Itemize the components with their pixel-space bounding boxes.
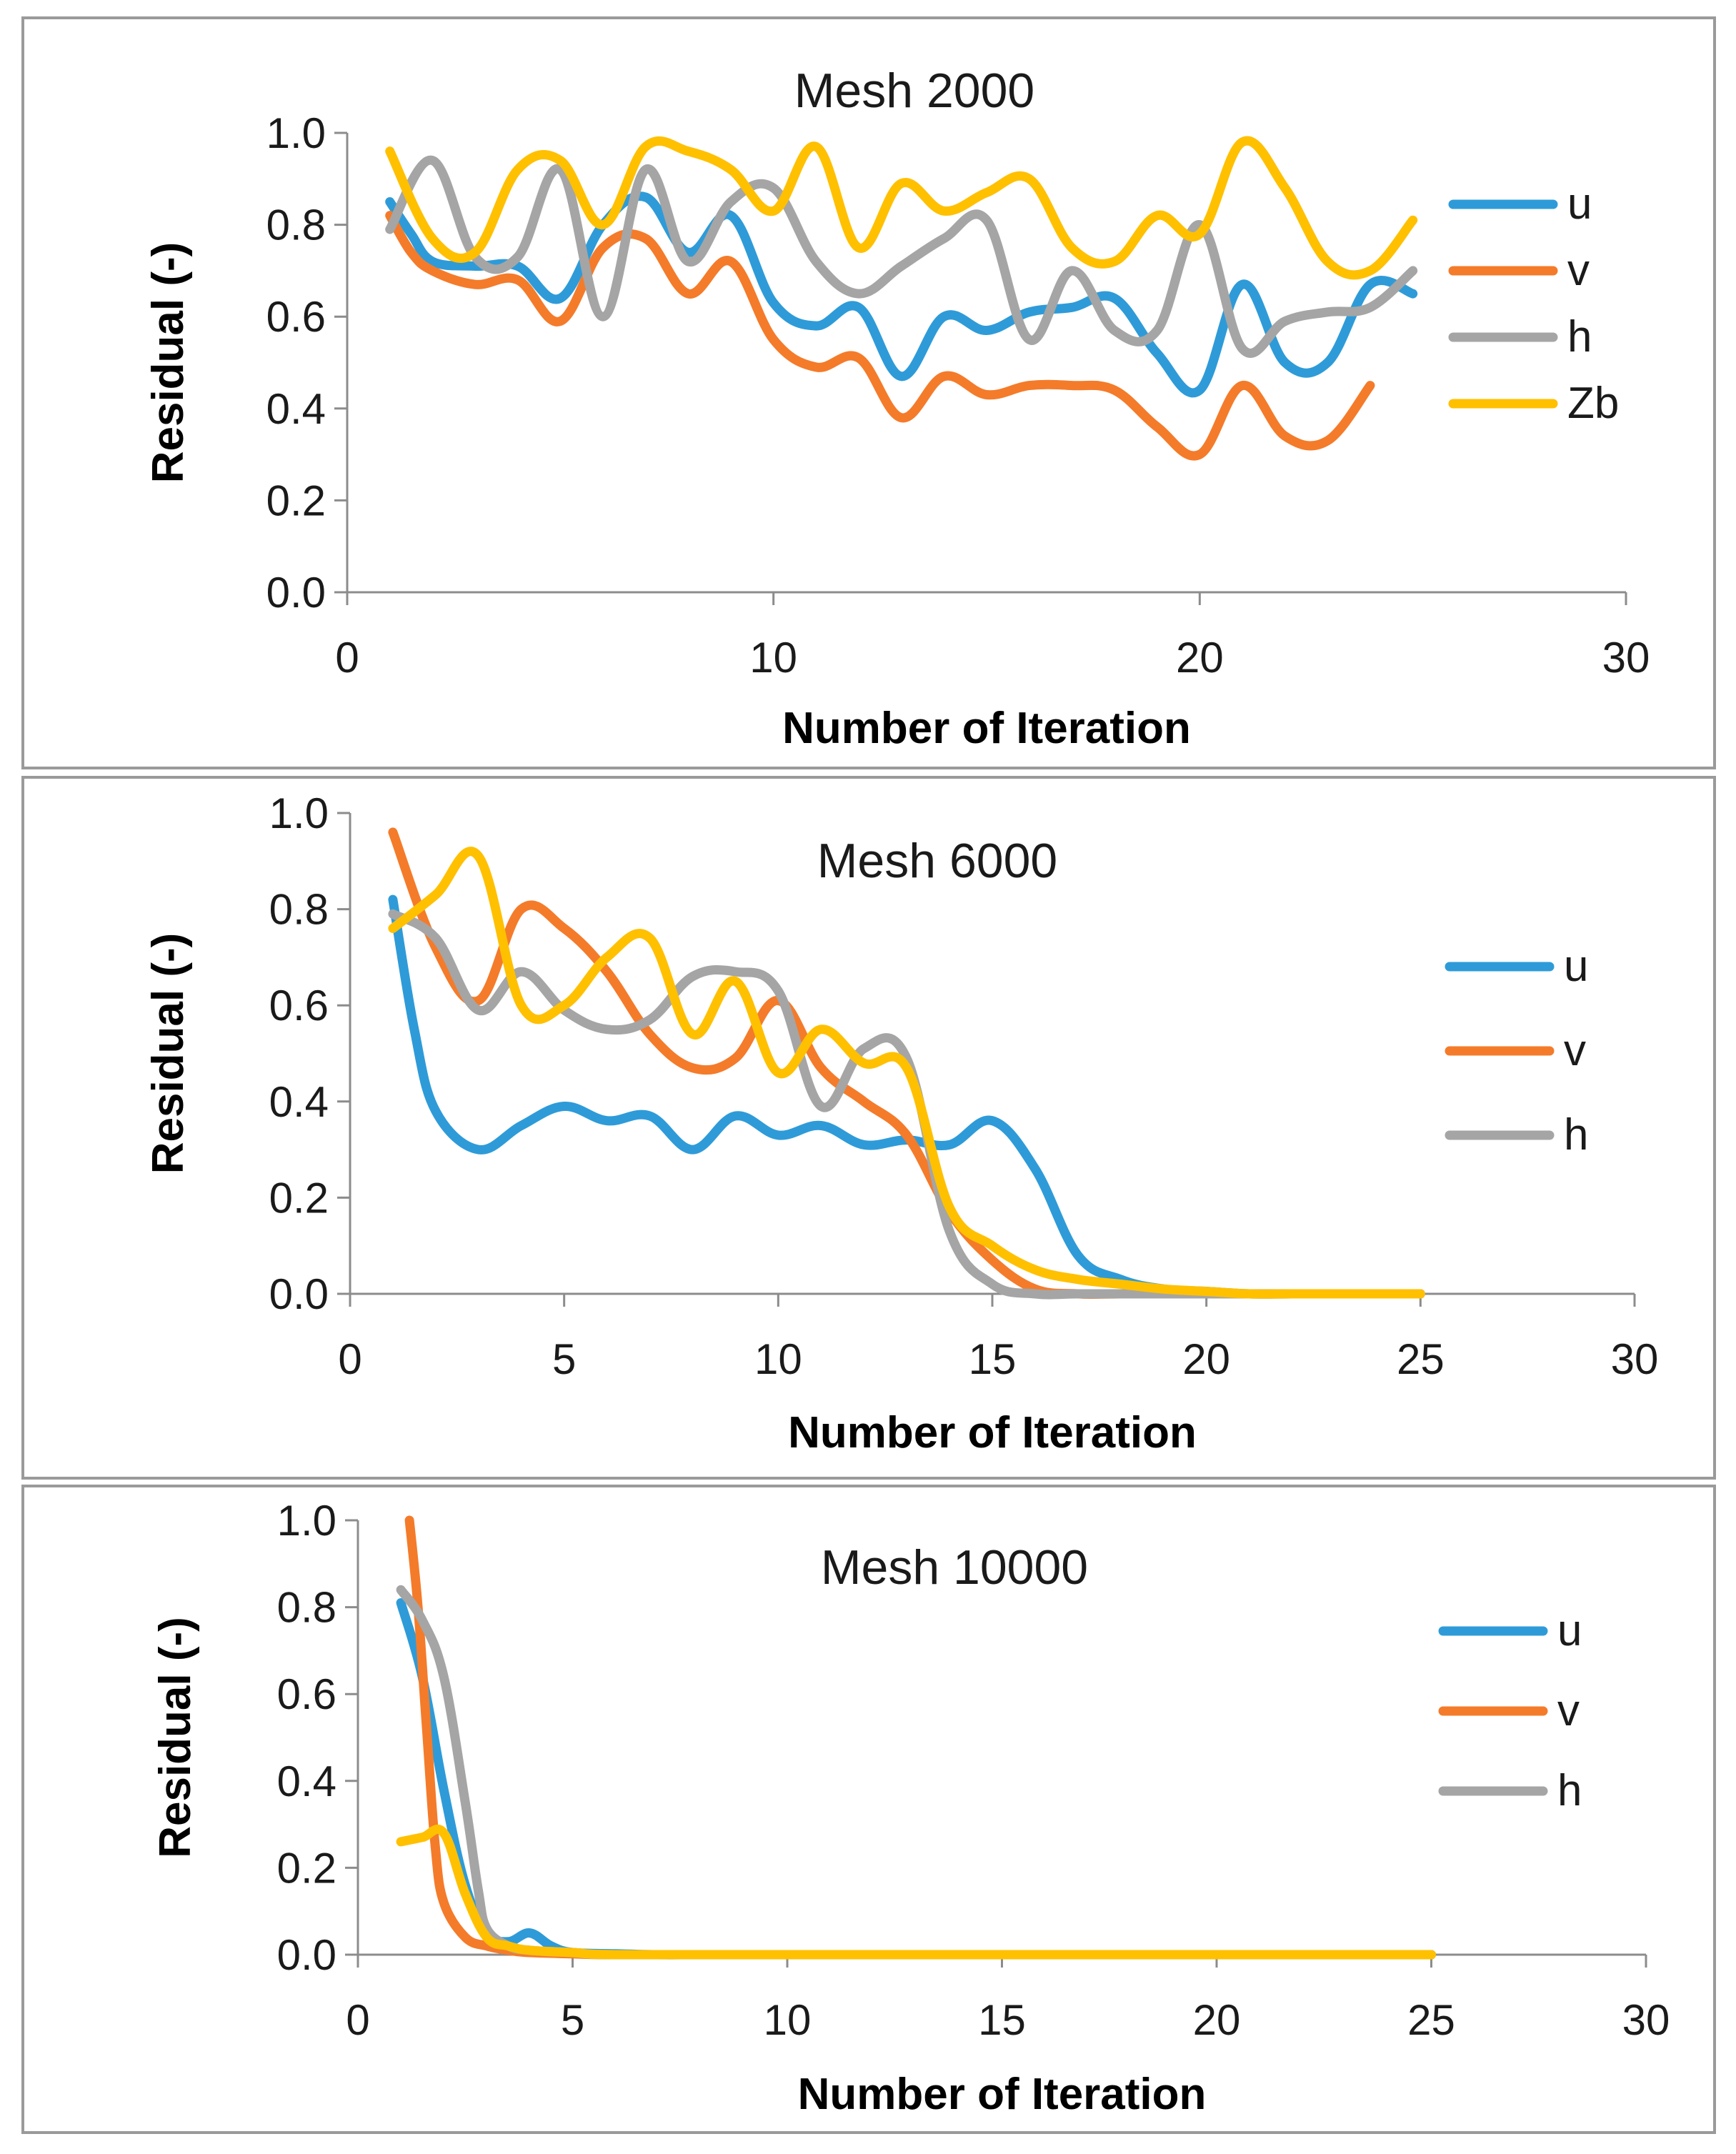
chart-title: Mesh 6000 — [817, 834, 1057, 888]
x-tick-label: 10 — [754, 1335, 802, 1383]
x-tick-label: 10 — [764, 1996, 812, 2044]
x-tick-label: 15 — [969, 1335, 1017, 1383]
series-line-zb — [385, 136, 1418, 280]
y-tick-label: 0.6 — [269, 982, 329, 1029]
chart-panel-2: 0.0 0.2 0.4 0.6 0.8 1.0 0 5 10 15 20 25 30 Mesh 6000 N… — [21, 776, 1716, 1480]
x-tick-label: 0 — [338, 1335, 361, 1383]
y-tick-label: 0.8 — [266, 201, 326, 249]
legend-label-h: h — [1557, 1766, 1582, 1815]
x-tick-label: 0 — [346, 1996, 369, 2044]
y-tick-label: 0.2 — [269, 1174, 329, 1222]
x-tick-label: 30 — [1622, 1996, 1670, 2044]
chart-title: Mesh 2000 — [794, 64, 1034, 118]
y-tick-label: 0.8 — [269, 886, 329, 934]
legend-label-u: u — [1564, 942, 1588, 991]
legend-label-v: v — [1567, 246, 1590, 295]
chart-panel-1: 0.0 0.2 0.4 0.6 0.8 1.0 0 10 20 30 Mesh 2000 Number… — [21, 16, 1716, 769]
y-tick-label: 0.2 — [277, 1844, 336, 1892]
legend-label-h: h — [1564, 1110, 1588, 1160]
series-line-zb — [396, 1824, 1436, 1960]
y-tick-label: 1.0 — [266, 109, 326, 157]
y-tick-label: 0.0 — [266, 569, 326, 617]
panel-frame — [21, 16, 1716, 769]
x-tick-label: 0 — [335, 634, 359, 682]
x-tick-label: 5 — [561, 1996, 584, 2044]
y-axis-title: Residual (-) — [144, 933, 193, 1175]
x-tick-label: 5 — [552, 1335, 576, 1383]
legend-label-zb: Zb — [1567, 379, 1619, 428]
legend-label-h: h — [1567, 312, 1592, 362]
x-tick-label: 30 — [1602, 634, 1650, 682]
y-tick-label: 0.4 — [277, 1757, 336, 1805]
y-axis-title: Residual (-) — [151, 1617, 200, 1858]
chart-title: Mesh 10000 — [821, 1540, 1088, 1595]
legend-label-u: u — [1567, 179, 1592, 229]
chart-panel-3: 0.0 0.2 0.4 0.6 0.8 1.0 0 5 10 15 20 25 30 Mesh 10000… — [21, 1485, 1716, 2134]
y-tick-label: 1.0 — [277, 1497, 336, 1545]
y-tick-label: 0.4 — [269, 1078, 329, 1126]
legend-label-v: v — [1557, 1686, 1580, 1735]
x-tick-label: 10 — [749, 634, 797, 682]
y-tick-label: 1.0 — [269, 789, 329, 837]
legend: uvh Zb — [1448, 179, 1619, 428]
y-tick-label: 0.2 — [266, 477, 326, 524]
x-tick-label: 20 — [1176, 634, 1224, 682]
x-tick-label: 25 — [1407, 1996, 1455, 2044]
y-tick-label: 0.6 — [266, 293, 326, 341]
legend-label-v: v — [1564, 1026, 1586, 1075]
x-tick-label: 25 — [1397, 1335, 1445, 1383]
series-line-v — [385, 211, 1375, 461]
series-line-zb — [388, 847, 1425, 1299]
y-tick-label: 0.0 — [277, 1931, 336, 1979]
y-tick-label: 0.8 — [277, 1584, 336, 1632]
series-line-u — [385, 191, 1418, 398]
y-tick-label: 0.0 — [269, 1270, 329, 1318]
panel-frame — [21, 776, 1716, 1480]
legend: uvh — [1445, 942, 1588, 1160]
x-tick-label: 20 — [1193, 1996, 1241, 2044]
legend: uvh — [1438, 1606, 1582, 1815]
x-axis-title: Number of Iteration — [782, 704, 1191, 753]
series-line-h — [385, 156, 1418, 358]
y-tick-label: 0.4 — [266, 385, 326, 433]
y-axis-title: Residual (-) — [144, 242, 193, 484]
x-axis-title: Number of Iteration — [788, 1408, 1197, 1457]
x-tick-label: 20 — [1182, 1335, 1230, 1383]
y-tick-label: 0.6 — [277, 1670, 336, 1718]
x-axis-title: Number of Iteration — [798, 2070, 1207, 2119]
x-tick-label: 15 — [978, 1996, 1026, 2044]
x-tick-label: 30 — [1611, 1335, 1659, 1383]
legend-label-u: u — [1557, 1606, 1582, 1655]
panel-frame — [21, 1485, 1716, 2134]
